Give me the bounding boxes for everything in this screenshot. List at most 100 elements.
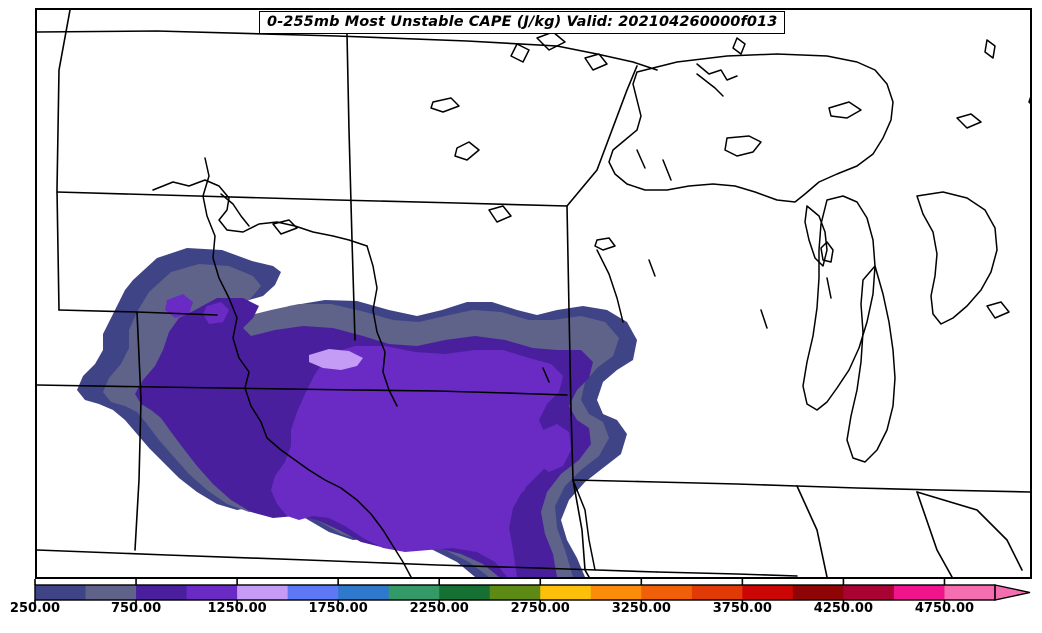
colorbar-canvas xyxy=(34,579,1031,606)
border-il-in xyxy=(916,491,953,577)
plot-title: 0-255mb Most Unstable CAPE (J/kg) Valid:… xyxy=(267,14,778,30)
cape-cell-east-1 xyxy=(533,424,571,472)
cape-band-1000-1250 xyxy=(271,346,563,577)
border-mn-ia xyxy=(572,479,798,487)
keweenaw xyxy=(724,135,762,157)
colorbar-tick-label: 3750.00 xyxy=(712,601,772,616)
lower-michigan-west xyxy=(846,265,896,463)
colorbar-bin-3500-3750 xyxy=(691,585,743,600)
small-lake-9 xyxy=(430,97,460,113)
colorbar-ticks xyxy=(34,579,946,606)
border-wi-mi xyxy=(796,485,1030,493)
colorbar-tick-label: 3250.00 xyxy=(611,601,671,616)
green-bay xyxy=(804,205,828,267)
colorbar-bins xyxy=(35,584,1031,601)
cape-max-cell-2 xyxy=(319,356,335,365)
lake-superior xyxy=(608,53,894,203)
border-nd-sd xyxy=(56,191,568,207)
colorbar-bin-4500-4750 xyxy=(893,585,946,600)
colorbar-extend-max-arrow xyxy=(994,584,1031,601)
river-stroke-6 xyxy=(542,367,550,383)
border-ia-il xyxy=(796,485,828,577)
border-ne-ks xyxy=(37,549,538,569)
small-lake-14 xyxy=(272,219,298,235)
small-lake-4 xyxy=(594,237,616,251)
river-stroke-5 xyxy=(760,309,768,329)
river-stroke-3 xyxy=(648,259,656,277)
border-mt-wy xyxy=(37,384,356,391)
colorbar-bin-1750-2000 xyxy=(338,585,390,600)
border-mo-il xyxy=(656,571,798,577)
colorbar-tick-label: 1250.00 xyxy=(207,601,267,616)
lake-superior-north-shore xyxy=(696,63,738,81)
border-canada-us xyxy=(37,30,558,47)
colorbar-bin-750-1000 xyxy=(136,585,188,600)
small-lake-15 xyxy=(584,53,608,71)
great-lakes-outlines xyxy=(272,31,1030,463)
border-ks-mo xyxy=(536,567,658,573)
small-lake-11 xyxy=(488,205,512,223)
river-stroke-2 xyxy=(662,159,672,181)
colorbar-tick-label: 1750.00 xyxy=(308,601,368,616)
map-panel xyxy=(35,8,1032,579)
border-wy-ne xyxy=(136,311,218,316)
colorbar-bin-3750-4000 xyxy=(742,585,794,600)
lake-winnebago xyxy=(820,241,834,263)
colorbar-tick-label: 2250.00 xyxy=(409,601,469,616)
river-stroke-4 xyxy=(826,277,832,299)
river-stroke-1 xyxy=(636,149,646,169)
cape-shaded-field xyxy=(77,248,637,577)
colorbar-bin-2250-2500 xyxy=(439,585,491,600)
colorbar-bin-1000-1250 xyxy=(186,585,238,600)
small-island-1 xyxy=(732,37,746,55)
border-ia-east xyxy=(572,479,590,577)
colorbar-bin-4000-4250 xyxy=(792,585,845,600)
border-wy-co xyxy=(58,309,142,551)
colorbar-bin-2750-3000 xyxy=(540,585,592,600)
colorbar-bin-2500-2750 xyxy=(489,585,541,600)
colorbar: 250.00 750.00 1250.00 1750.00 2250.00 2750.00… xyxy=(0,579,1042,633)
colorbar-bin-4250-4500 xyxy=(843,585,895,600)
colorbar-bin-1500-1750 xyxy=(287,585,339,600)
small-lake-13 xyxy=(510,43,530,63)
colorbar-bin-250-500 xyxy=(35,585,87,600)
lake-michigan xyxy=(802,195,876,411)
small-lake-5 xyxy=(1028,96,1030,105)
cape-cell-east-2 xyxy=(497,460,527,500)
border-mn-north xyxy=(556,45,658,71)
map-canvas xyxy=(37,10,1030,577)
border-mi-lp xyxy=(916,491,1023,571)
geography-outlines xyxy=(37,10,1030,577)
river-missouri-upper-2 xyxy=(220,193,250,227)
colorbar-bin-500-750 xyxy=(85,585,137,600)
colorbar-tick-label: 750.00 xyxy=(110,601,162,616)
colorbar-bin-3250-3500 xyxy=(641,585,693,600)
colorbar-tick-label: 4250.00 xyxy=(813,601,874,616)
border-sd-mn xyxy=(566,205,574,481)
border-mt-nd xyxy=(346,33,356,341)
river-missouri-main xyxy=(202,157,412,577)
border-nd-mn xyxy=(566,65,638,207)
cape-cell-north-1 xyxy=(165,294,193,318)
river-minnesota xyxy=(596,249,624,323)
river-outlines xyxy=(152,149,832,577)
colorbar-bin-3000-3250 xyxy=(590,585,642,600)
river-missouri-upper xyxy=(152,179,368,247)
colorbar-tick-label: 2750.00 xyxy=(510,601,570,616)
small-lake-3 xyxy=(828,101,862,119)
colorbar-bin-4750-5000 xyxy=(944,585,995,600)
colorbar-tick-label: 4750.00 xyxy=(914,601,975,616)
cape-cell-north-2 xyxy=(203,302,229,324)
small-lake-10 xyxy=(454,141,480,161)
colorbar-bin-2000-2250 xyxy=(388,585,440,600)
border-mt-west xyxy=(56,10,71,311)
plot-title-box: 0-255mb Most Unstable CAPE (J/kg) Valid:… xyxy=(259,11,786,34)
lake-huron xyxy=(916,191,998,325)
river-mississippi xyxy=(572,479,596,571)
small-lake-12 xyxy=(536,31,566,51)
small-island-2 xyxy=(984,39,996,59)
small-lake-8 xyxy=(956,113,982,129)
colorbar-outline xyxy=(34,584,996,601)
isle-royale xyxy=(696,73,724,97)
